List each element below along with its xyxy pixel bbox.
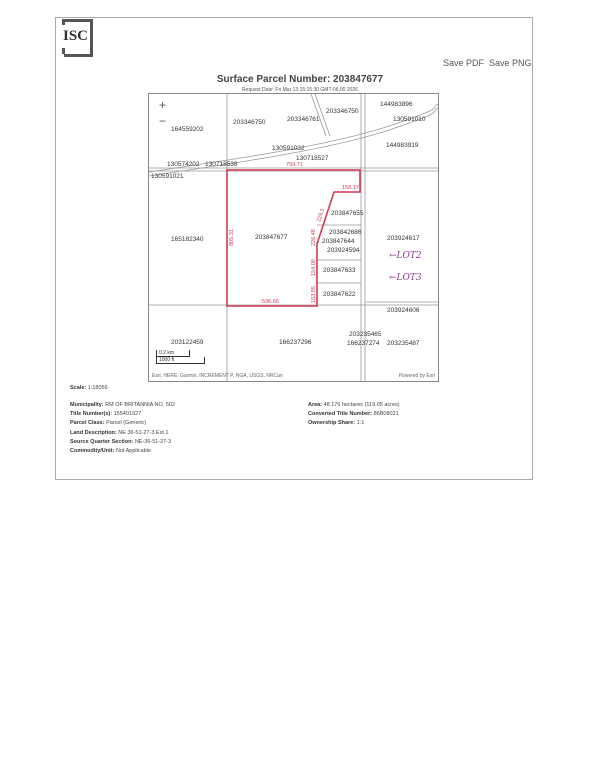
dimension-label: 226.1 — [316, 208, 326, 223]
parcel-label: 130591010 — [393, 116, 426, 123]
parcel-label: 166237274 — [347, 340, 380, 347]
detail-land-description: Land Description: NE 36-51-27-3 Ext 1 — [70, 429, 169, 436]
details-right: Area: 48.176 hectares (119.05 acres) Con… — [308, 401, 400, 429]
map-attribution: Esri, HERE, Garmin, INCREMENT P, NGA, US… — [152, 373, 283, 379]
parcel-label: 130574202 — [167, 161, 200, 168]
parcel-map[interactable]: 164559202 203346750 203346761 203346750 … — [148, 93, 439, 382]
dimension-label: 153.95 — [311, 286, 317, 303]
detail-converted-title-number: Converted Title Number: 86B08021 — [308, 411, 399, 418]
dimension-label: 226.48 — [311, 229, 317, 246]
parcel-label: 144983919 — [386, 142, 419, 149]
detail-ownership-share: Ownership Share: 1:1 — [308, 420, 365, 427]
parcel-label: 130718538 — [205, 161, 238, 168]
save-png-link[interactable]: Save PNG — [489, 58, 532, 68]
detail-commodity-unit: Commodity/Unit: Not Applicable — [70, 448, 152, 455]
scale-bar: 0.2 km 1000 ft — [156, 350, 205, 364]
detail-title-numbers: Title Number(s): 155401927 — [70, 411, 142, 418]
parcel-label: 203847633 — [323, 267, 356, 274]
parcel-label: 203924594 — [327, 247, 360, 254]
dimension-labels: 799.71 158.17 805.31 226.1 226.48 154.09… — [229, 162, 359, 305]
parcel-label: 164559202 — [171, 126, 204, 133]
dimension-label: 154.09 — [311, 259, 317, 276]
parcel-label: 165182340 — [171, 236, 204, 243]
detail-source-quarter-section: Source Quarter Section: NE-36-51-27-3 — [70, 438, 172, 445]
detail-municipality: Municipality: RM OF BRITANNIA NO. 502 — [70, 402, 176, 408]
handwritten-lot3: ←LOT3 — [389, 273, 422, 283]
subject-parcel-boundary — [226, 169, 361, 307]
parcel-label: 166237296 — [279, 339, 312, 346]
detail-area: Area: 48.176 hectares (119.05 acres) — [308, 402, 400, 408]
parcel-label: 203346750 — [326, 108, 359, 115]
parcel-label: 130718527 — [296, 155, 329, 162]
dimension-label: 805.31 — [229, 229, 235, 246]
parcel-label: 203847644 — [322, 238, 355, 245]
dimension-label: 799.71 — [286, 162, 303, 168]
zoom-out-button[interactable]: − — [159, 114, 167, 128]
parcel-label: 130591032 — [272, 145, 305, 152]
zoom-in-button[interactable]: + — [159, 98, 167, 112]
powered-by-esri[interactable]: Powered by Esri — [398, 373, 435, 379]
detail-parcel-class: Parcel Class: Parcel (Generic) — [70, 420, 147, 427]
parcel-label: 203847622 — [323, 291, 356, 298]
parcel-label: 203235465 — [349, 331, 382, 338]
parcel-label: 203924617 — [387, 235, 420, 242]
parcel-label: 203346750 — [233, 119, 266, 126]
request-date: Request Date: Fri Mar 13 15:15:30 GMT-06… — [242, 87, 358, 93]
dimension-label: 536.66 — [262, 299, 279, 305]
parcel-label: 203122459 — [171, 339, 204, 346]
parcel-label: 130591021 — [151, 173, 184, 180]
dimension-label: 158.17 — [342, 185, 359, 191]
parcel-label: 203235487 — [387, 340, 420, 347]
page-title: Surface Parcel Number: 203847677 — [216, 74, 384, 85]
save-pdf-link[interactable]: Save PDF — [443, 58, 485, 68]
parcel-label: 203847677 — [255, 234, 288, 241]
parcel-labels: 164559202 203346750 203346761 203346750 … — [151, 101, 426, 347]
handwritten-annotations: ←LOT2 ←LOT3 — [389, 251, 422, 283]
handwritten-lot2: ←LOT2 — [389, 251, 422, 261]
parcel-label: 144983896 — [380, 101, 413, 108]
details-left: Municipality: RM OF BRITANNIA NO. 502 Ti… — [70, 401, 175, 456]
parcel-label: 203924606 — [387, 307, 420, 314]
parcel-label: 203847655 — [331, 210, 364, 217]
parcel-label: 203346761 — [287, 116, 320, 123]
parcel-label: 203842686 — [329, 229, 362, 236]
scale-info: Scale: 1:18056 — [70, 385, 108, 391]
